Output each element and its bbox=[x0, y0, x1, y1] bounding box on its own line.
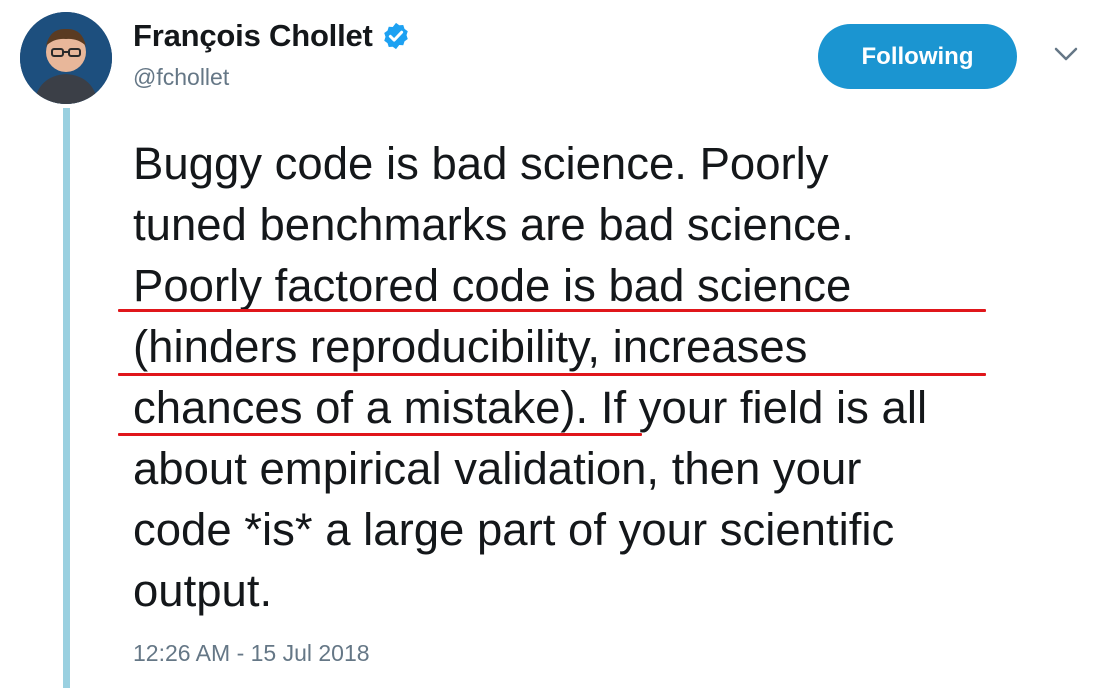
avatar-image bbox=[20, 12, 112, 104]
thread-line bbox=[63, 108, 70, 688]
verified-badge-icon bbox=[381, 21, 411, 51]
name-row: François Chollet bbox=[133, 14, 411, 58]
tweet-text: Buggy code is bad science. Poorly tuned … bbox=[133, 138, 928, 616]
user-handle[interactable]: @fchollet bbox=[133, 64, 230, 90]
avatar[interactable] bbox=[20, 12, 112, 104]
following-button[interactable]: Following bbox=[818, 24, 1017, 89]
chevron-down-icon[interactable] bbox=[1052, 44, 1080, 64]
annotation-underline bbox=[118, 309, 986, 312]
annotation-underline bbox=[118, 373, 986, 376]
tweet-timestamp[interactable]: 12:26 AM - 15 Jul 2018 bbox=[133, 640, 370, 666]
display-name[interactable]: François Chollet bbox=[133, 18, 373, 53]
annotation-underline bbox=[118, 433, 642, 436]
